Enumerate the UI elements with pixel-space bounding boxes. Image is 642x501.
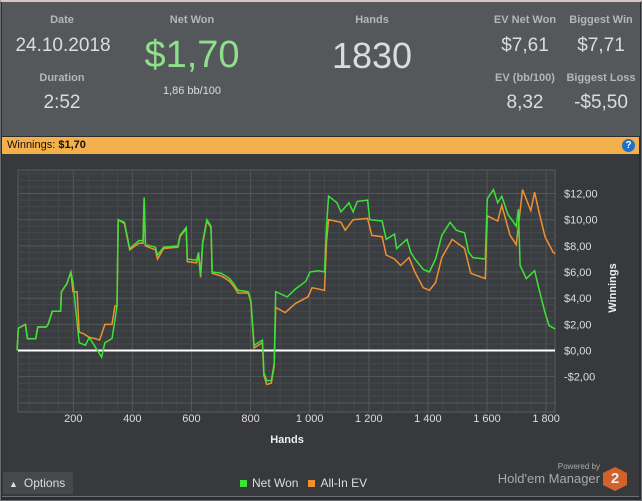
winnings-bar: Winnings: $1,70 ? — [2, 137, 639, 154]
y-tick-label: -$2,00 — [564, 372, 595, 384]
x-tick-label: 800 — [241, 413, 259, 425]
x-tick-label: 400 — [123, 413, 141, 425]
chevron-up-icon: ▲ — [9, 479, 18, 489]
net-won-value: $1,70 — [144, 34, 240, 76]
y-tick-label: $2,00 — [564, 319, 592, 331]
y-tick-label: $0,00 — [564, 346, 592, 358]
legend-all-in-ev[interactable]: All-In EV — [308, 476, 367, 490]
legend-all-in-ev-label: All-In EV — [320, 476, 368, 490]
winnings-value: $1,70 — [58, 139, 86, 151]
series-net-won — [16, 187, 556, 382]
x-tick-label: 1 400 — [414, 413, 442, 425]
y-tick-label: $6,00 — [564, 267, 592, 279]
ev-net-won-label: EV Net Won — [493, 14, 557, 26]
options-label: Options — [23, 476, 66, 490]
biggest-loss-value: -$5,50 — [574, 92, 628, 113]
hm2-logo-icon: 2 — [603, 467, 627, 491]
help-icon[interactable]: ? — [622, 139, 635, 152]
biggest-win-label: Biggest Win — [569, 14, 633, 26]
x-tick-label: 600 — [182, 413, 200, 425]
biggest-loss-label: Biggest Loss — [566, 72, 636, 84]
y-axis-label: Winnings — [607, 263, 619, 312]
ev-net-won-value: $7,61 — [501, 35, 549, 56]
x-tick-label: 200 — [64, 413, 82, 425]
plot-area — [17, 169, 556, 413]
options-button[interactable]: ▲ Options — [3, 472, 73, 494]
ev-bb100-label: EV (bb/100) — [495, 72, 555, 84]
brand-name: Hold'em Manager — [497, 471, 600, 486]
brand-logo: Powered by Hold'em Manager — [498, 462, 600, 486]
powered-by: Powered by — [557, 462, 600, 471]
hands-value: 1830 — [331, 35, 413, 76]
summary-panel: Date 24.10.2018 Duration 2:52 Net Won $1… — [2, 2, 640, 136]
x-tick-label: 1 000 — [296, 413, 324, 425]
biggest-win-value: $7,71 — [577, 35, 625, 56]
series-all-in-ev — [16, 189, 556, 386]
chart-legend: Net Won All-In EV — [240, 476, 367, 490]
date-label: Date — [50, 14, 74, 26]
bb100-value: 1,86 bb/100 — [162, 85, 222, 97]
y-tick-label: $4,00 — [564, 293, 592, 305]
ev-bb100-value: 8,32 — [506, 92, 544, 113]
x-tick-label: 1 600 — [473, 413, 501, 425]
y-tick-label: $12,00 — [564, 189, 598, 201]
legend-net-won-label: Net Won — [252, 476, 299, 490]
net-won-label: Net Won — [169, 14, 215, 26]
date-value: 24.10.2018 — [15, 35, 111, 56]
y-tick-label: $8,00 — [564, 241, 592, 253]
x-axis-label: Hands — [270, 434, 304, 446]
x-tick-label: 1 200 — [355, 413, 383, 425]
duration-label: Duration — [39, 72, 85, 84]
duration-value: 2:52 — [43, 92, 81, 113]
hands-label: Hands — [355, 14, 389, 26]
legend-net-won[interactable]: Net Won — [240, 476, 298, 490]
y-tick-label: $10,00 — [564, 215, 598, 227]
winnings-label: Winnings: — [7, 139, 56, 151]
x-tick-label: 1 800 — [532, 413, 560, 425]
